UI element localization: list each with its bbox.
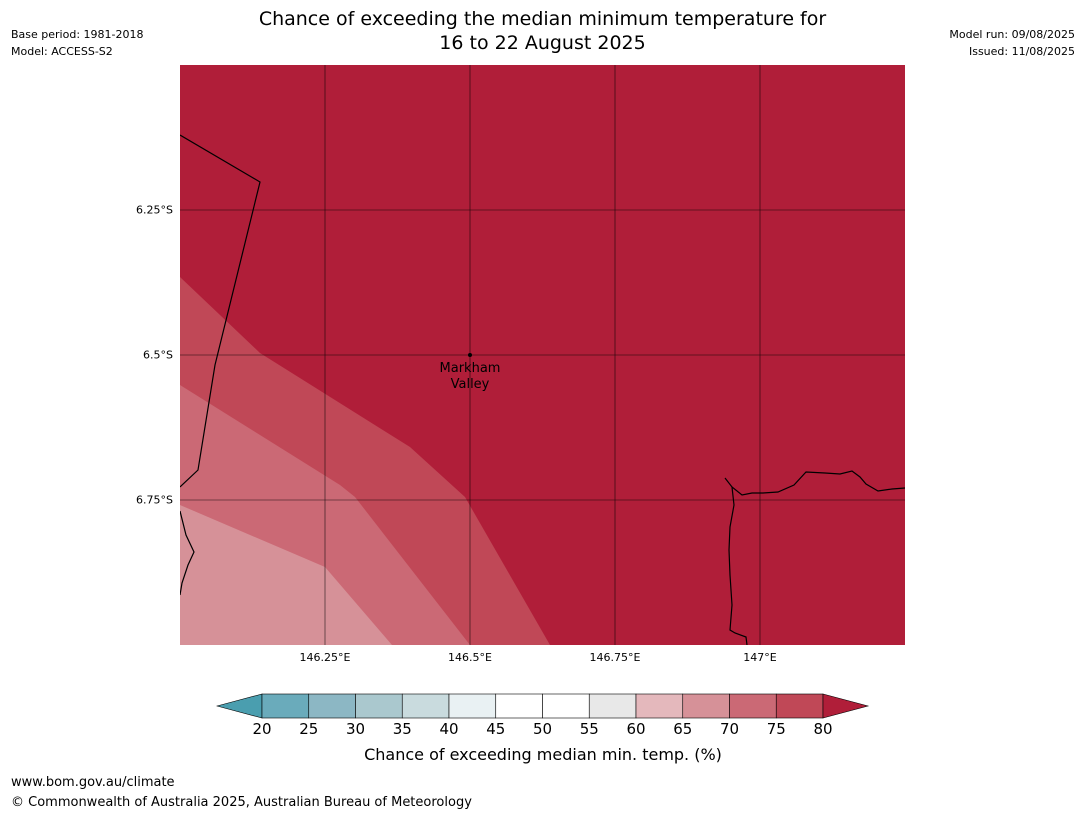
colorbar-tick-label: 30 bbox=[345, 720, 366, 738]
colorbar-segment bbox=[682, 693, 730, 719]
map-panel[interactable]: Markham Valley bbox=[179, 65, 906, 646]
colorbar-tick-label: 25 bbox=[299, 720, 319, 738]
region-65-70 bbox=[180, 505, 392, 645]
coastline-border-lines bbox=[179, 134, 906, 646]
colorbar-segment bbox=[401, 693, 450, 719]
map-title: Chance of exceeding the median minimum t… bbox=[180, 7, 905, 55]
footer-copyright: © Commonwealth of Australia 2025, Austra… bbox=[11, 795, 472, 810]
colorbar-label: Chance of exceeding median min. temp. (%… bbox=[364, 745, 722, 764]
place-label-line-1: Markham bbox=[440, 361, 501, 376]
colorbar-tick-label: 65 bbox=[673, 720, 693, 738]
colorbar-tick-label: 75 bbox=[766, 720, 786, 738]
base-period-text: Base period: 1981-2018 bbox=[11, 28, 144, 41]
colorbar-tick-label: 60 bbox=[626, 720, 646, 738]
meta-right: Model run: 09/08/2025 Issued: 11/08/2025 bbox=[949, 26, 1075, 60]
lon-label-147: 147°E bbox=[743, 651, 777, 664]
colorbar-tick-label: 70 bbox=[719, 720, 740, 738]
meta-left: Base period: 1981-2018 Model: ACCESS-S2 bbox=[11, 26, 143, 60]
issued-text: Issued: 11/08/2025 bbox=[968, 45, 1075, 58]
colorbar bbox=[215, 692, 870, 720]
model-text: Model: ACCESS-S2 bbox=[11, 45, 113, 58]
colorbar-tick-label: 35 bbox=[392, 720, 412, 738]
title-line-1: Chance of exceeding the median minimum t… bbox=[258, 8, 827, 30]
colorbar-segment bbox=[729, 693, 777, 719]
colorbar-segment bbox=[495, 693, 543, 719]
colorbar-svg bbox=[215, 693, 870, 719]
model-run-text: Model run: 09/08/2025 bbox=[949, 28, 1075, 41]
colorbar-segment bbox=[308, 693, 356, 719]
colorbar-segment bbox=[588, 693, 637, 719]
footer-url[interactable]: www.bom.gov.au/climate bbox=[11, 775, 175, 790]
colorbar-segment bbox=[635, 693, 684, 719]
border-line bbox=[179, 134, 261, 488]
colorbar-tick-label: 50 bbox=[532, 720, 553, 738]
colorbar-over-arrow bbox=[822, 693, 870, 719]
colorbar-tick-label: 40 bbox=[439, 720, 459, 738]
markham-valley-marker[interactable] bbox=[468, 353, 472, 357]
colorbar-tick-label: 55 bbox=[579, 720, 599, 738]
colorbar-under-arrow bbox=[215, 693, 263, 719]
lat-label-6-25: 6.25°S bbox=[136, 203, 173, 217]
lon-label-146-25: 146.25°E bbox=[299, 651, 351, 664]
title-line-2: 16 to 22 August 2025 bbox=[439, 32, 646, 54]
map-svg: Markham Valley bbox=[179, 65, 906, 646]
lat-label-6-75: 6.75°S bbox=[136, 493, 173, 507]
coastline-west bbox=[179, 510, 195, 596]
river-line bbox=[728, 486, 748, 646]
lon-label-146-5: 146.5°E bbox=[448, 651, 492, 664]
colorbar-segment bbox=[355, 693, 403, 719]
colorbar-tick-label: 80 bbox=[813, 720, 833, 738]
place-label-line-2: Valley bbox=[451, 377, 490, 392]
colorbar-tick-label: 45 bbox=[486, 720, 506, 738]
coastline-east bbox=[724, 470, 906, 496]
lon-label-146-75: 146.75°E bbox=[589, 651, 641, 664]
colorbar-segment bbox=[542, 693, 590, 719]
colorbar-segment bbox=[261, 693, 310, 719]
colorbar-segment bbox=[775, 693, 824, 719]
colorbar-segment bbox=[448, 693, 497, 719]
lat-label-6-5: 6.5°S bbox=[143, 348, 173, 362]
colorbar-tick-label: 20 bbox=[252, 720, 272, 738]
